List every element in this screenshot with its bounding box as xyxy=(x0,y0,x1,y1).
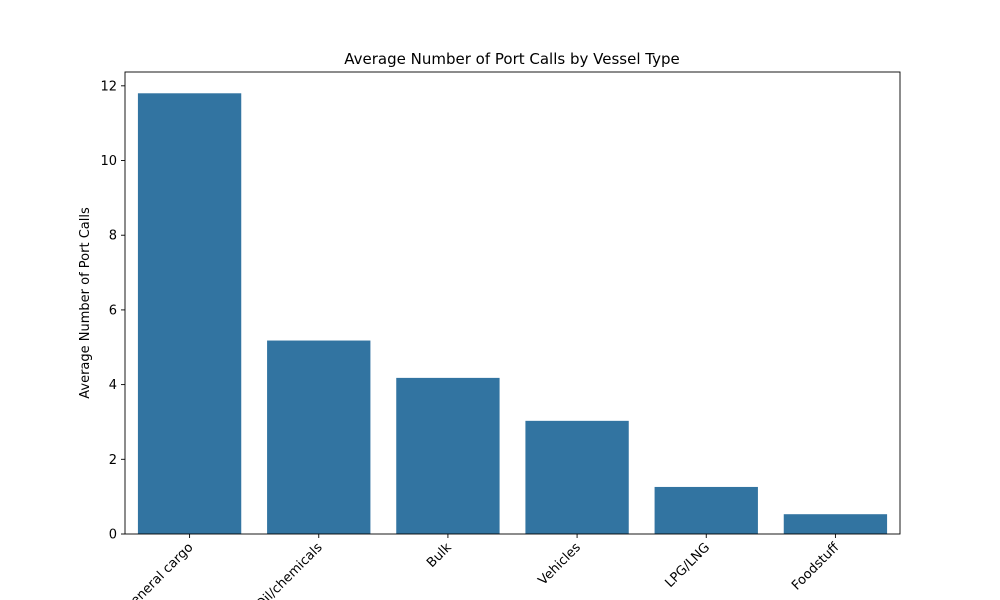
y-tick-label: 8 xyxy=(109,229,117,244)
bar-oil-chemicals xyxy=(267,340,371,534)
y-tick-label: 2 xyxy=(109,453,117,468)
bar-general-cargo xyxy=(137,93,242,534)
x-axis-ticks: General cargo Oil/chemicals Bulk Vehicles LP… xyxy=(121,534,843,600)
x-tick-label: General cargo xyxy=(121,540,197,600)
bar-lpg-lng xyxy=(654,486,758,534)
x-tick-label: Foodstuff xyxy=(789,539,843,593)
y-axis-label: Average Number of Port Calls xyxy=(78,207,93,399)
y-tick-label: 4 xyxy=(109,378,117,393)
x-tick-label: Oil/chemicals xyxy=(253,540,325,600)
x-tick-label: Vehicles xyxy=(536,540,584,588)
x-tick-label: Bulk xyxy=(424,540,455,571)
bar-foodstuff xyxy=(783,514,888,534)
bars-group xyxy=(137,93,888,534)
bar-bulk xyxy=(396,377,500,534)
y-tick-label: 0 xyxy=(109,528,117,543)
plot-frame xyxy=(124,71,901,535)
y-axis-ticks: 0 2 4 6 8 10 12 xyxy=(100,79,125,543)
x-tick-label: LPG/LNG xyxy=(662,540,713,591)
y-tick-label: 10 xyxy=(100,154,117,169)
chart-title: Average Number of Port Calls by Vessel T… xyxy=(344,50,679,68)
y-tick-label: 12 xyxy=(100,79,117,94)
y-tick-label: 6 xyxy=(109,303,117,318)
bar-vehicles xyxy=(525,420,629,534)
